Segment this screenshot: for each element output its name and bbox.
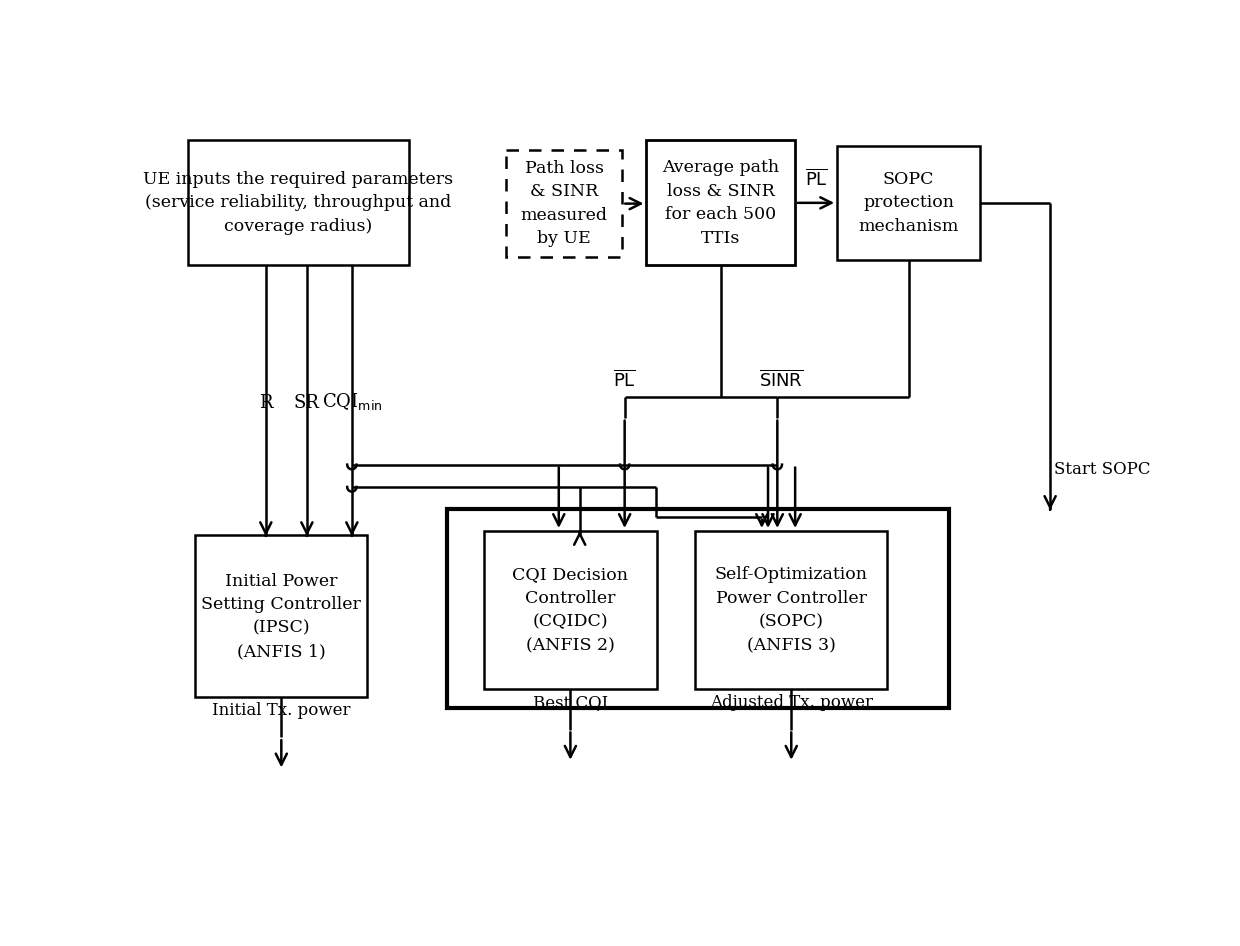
Text: Average path
loss & SINR
for each 500
TTIs: Average path loss & SINR for each 500 TT…: [662, 159, 779, 247]
Text: SOPC
protection
mechanism: SOPC protection mechanism: [858, 171, 959, 235]
Text: Initial Tx. power: Initial Tx. power: [212, 702, 351, 719]
Text: UE inputs the required parameters
(service reliability, throughput and
coverage : UE inputs the required parameters (servi…: [144, 171, 454, 235]
Bar: [484, 531, 657, 690]
Bar: [696, 531, 888, 690]
Text: $\overline{\mathrm{PL}}$: $\overline{\mathrm{PL}}$: [805, 168, 827, 189]
Bar: [448, 509, 950, 708]
Text: SR: SR: [294, 394, 320, 412]
Text: Start SOPC: Start SOPC: [1054, 461, 1151, 478]
Text: $\overline{\mathrm{PL}}$: $\overline{\mathrm{PL}}$: [614, 370, 636, 391]
Text: Self-Optimization
Power Controller
(SOPC)
(ANFIS 3): Self-Optimization Power Controller (SOPC…: [714, 567, 868, 654]
Text: CQI Decision
Controller
(CQIDC)
(ANFIS 2): CQI Decision Controller (CQIDC) (ANFIS 2…: [512, 567, 629, 654]
Text: $\overline{\mathrm{SINR}}$: $\overline{\mathrm{SINR}}$: [759, 370, 804, 391]
Bar: [837, 146, 981, 260]
Text: Initial Power
Setting Controller
(IPSC)
(ANFIS 1): Initial Power Setting Controller (IPSC) …: [201, 572, 361, 660]
Bar: [187, 140, 409, 265]
Bar: [196, 535, 367, 697]
Text: Best CQI: Best CQI: [533, 694, 608, 711]
Text: CQI$_{\mathrm{min}}$: CQI$_{\mathrm{min}}$: [321, 392, 382, 412]
Bar: [646, 140, 795, 265]
Bar: [506, 150, 622, 256]
Text: Path loss
& SINR
measured
by UE: Path loss & SINR measured by UE: [521, 160, 608, 247]
Text: Adjusted Tx. power: Adjusted Tx. power: [709, 694, 873, 711]
Text: R: R: [259, 394, 273, 412]
